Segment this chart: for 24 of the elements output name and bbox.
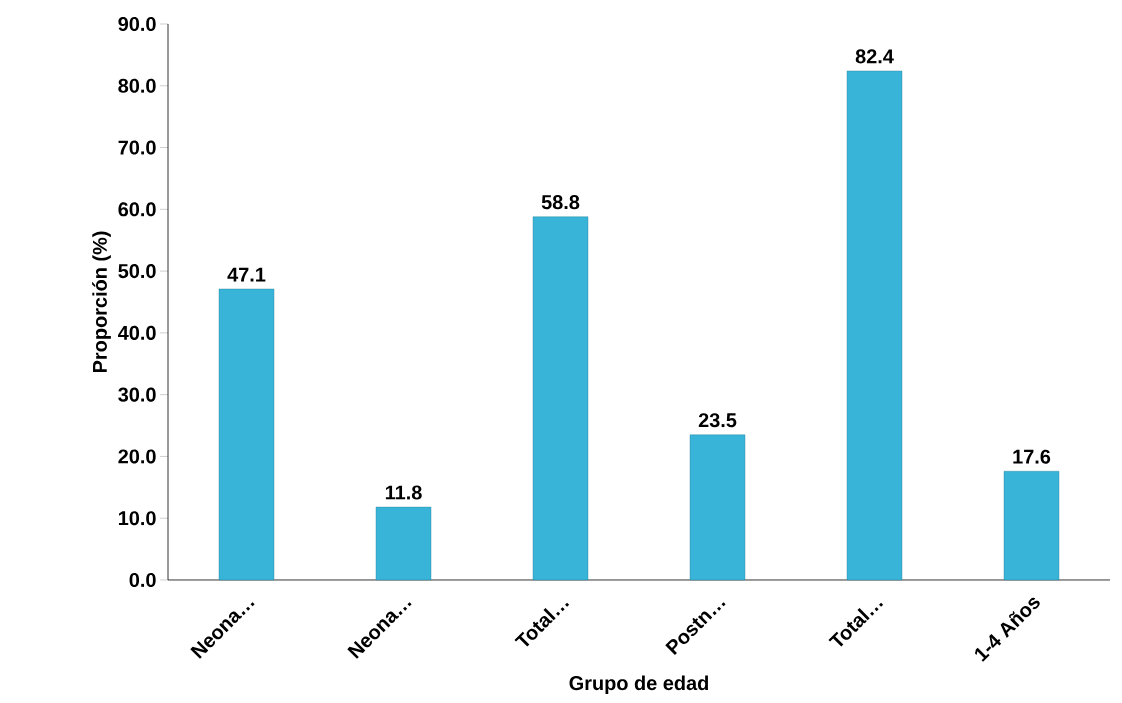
bar xyxy=(846,70,903,581)
y-tick-label: 20.0 xyxy=(118,449,156,464)
y-tick-label: 30.0 xyxy=(118,387,156,402)
y-tick-label: 70.0 xyxy=(118,140,156,155)
data-label: 47.1 xyxy=(227,267,266,282)
y-tick-label: 40.0 xyxy=(118,325,156,340)
y-tick-label: 10.0 xyxy=(118,511,156,526)
y-axis-title: Proporción (%) xyxy=(92,231,111,373)
x-axis-title: Grupo de edad xyxy=(569,675,708,695)
data-label: 82.4 xyxy=(855,49,894,64)
data-label: 58.8 xyxy=(541,195,580,210)
data-label: 23.5 xyxy=(698,413,737,428)
bar xyxy=(532,216,589,581)
data-label: 17.6 xyxy=(1013,449,1051,464)
bar xyxy=(1003,471,1060,581)
y-tick-label: 80.0 xyxy=(118,78,156,93)
bar xyxy=(689,434,746,581)
y-tick-label: 0.0 xyxy=(129,572,156,588)
y-tick-label: 60.0 xyxy=(118,202,156,217)
bar xyxy=(375,506,432,581)
bar xyxy=(218,288,275,581)
y-tick-label: 90.0 xyxy=(118,16,156,32)
y-tick-label: 50.0 xyxy=(118,264,156,279)
data-label: 11.8 xyxy=(385,485,422,500)
